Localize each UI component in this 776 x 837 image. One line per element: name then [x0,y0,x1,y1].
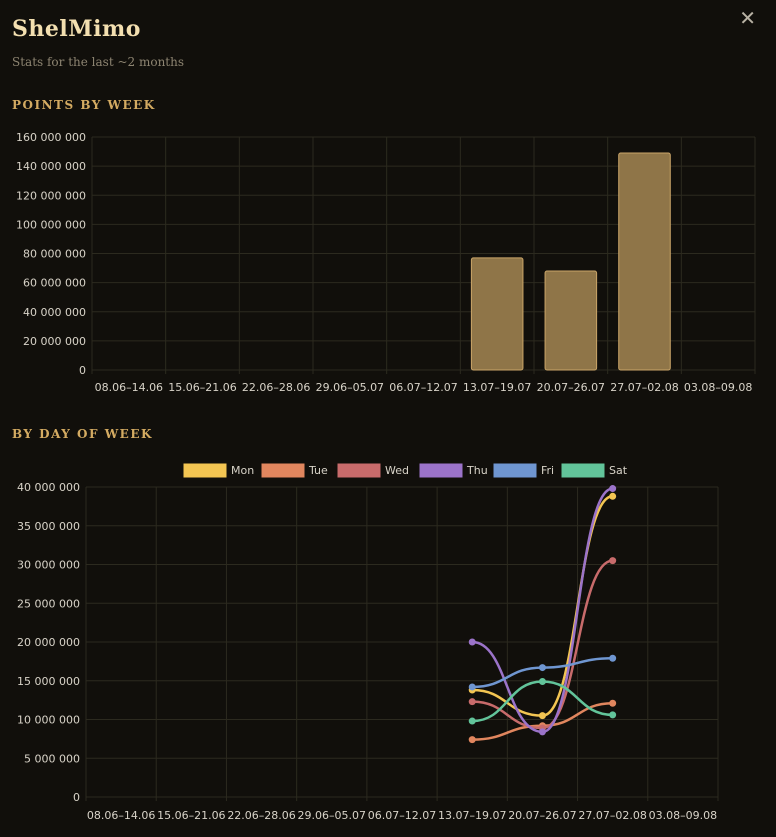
data-point [609,711,617,719]
x-tick-label: 06.07–12.07 [368,809,436,822]
data-point [468,698,476,706]
legend-label: Wed [385,464,409,477]
legend-swatch [561,463,605,478]
close-icon[interactable]: ✕ [739,6,756,30]
weekly-section-title: Points by week [12,98,156,112]
x-tick-label: 08.06–14.06 [95,381,163,394]
data-point [538,712,546,720]
x-tick-label: 29.06–05.07 [316,381,384,394]
bar [544,270,598,371]
x-tick-label: 15.06–21.06 [157,809,225,822]
y-tick-label: 40 000 000 [17,481,80,494]
series-line [472,559,613,730]
legend-swatch [493,463,537,478]
x-tick-label: 13.07–19.07 [438,809,506,822]
y-tick-label: 35 000 000 [17,520,80,533]
y-tick-label: 60 000 000 [23,277,86,290]
x-tick-label: 22.06–28.06 [227,809,295,822]
data-point [609,699,617,707]
data-point [538,728,546,736]
bar [618,152,671,371]
x-tick-label: 03.08–09.08 [649,809,717,822]
y-tick-label: 160 000 000 [16,131,86,144]
x-tick-label: 20.07–26.07 [537,381,605,394]
data-point [609,654,617,662]
y-tick-label: 140 000 000 [16,160,86,173]
data-point [609,492,617,500]
day-of-week-line-chart: 0 5 000 000 10 000 000 15 000 000 20 000 000… [17,463,719,822]
y-tick-label: 25 000 000 [17,597,80,610]
legend-label: Tue [308,464,328,477]
series-line [472,487,614,734]
data-point [468,683,476,691]
x-tick-label: 03.08–09.08 [684,381,752,394]
x-tick-label: 29.06–05.07 [298,809,366,822]
legend-swatch [419,463,463,478]
data-point [468,717,476,725]
weekly-bar-chart: 0 20 000 000 40 000 000 60 000 000 80 000 00… [16,131,756,394]
y-tick-label: 10 000 000 [17,714,80,727]
page-subtitle: Stats for the last ~2 months [12,55,185,69]
dow-section-title: By day of week [12,427,153,441]
x-tick-label: 22.06–28.06 [242,381,310,394]
legend-label: Fri [541,464,554,477]
bar [470,257,524,371]
legend-swatch [183,463,227,478]
legend-label: Mon [231,464,254,477]
y-tick-label: 80 000 000 [23,248,86,261]
data-point [609,485,617,493]
legend-label: Sat [609,464,628,477]
data-point [468,736,476,744]
y-tick-label: 20 000 000 [23,335,86,348]
y-tick-label: 100 000 000 [16,218,86,231]
x-tick-label: 08.06–14.06 [87,809,155,822]
y-tick-label: 0 [79,364,86,377]
x-tick-label: 15.06–21.06 [168,381,236,394]
y-tick-label: 5 000 000 [24,752,80,765]
data-point [538,678,546,686]
page-title: ShelMimo [12,16,141,42]
x-tick-label: 13.07–19.07 [463,381,531,394]
x-tick-label: 06.07–12.07 [389,381,457,394]
legend-label: Thu [466,464,488,477]
y-tick-label: 30 000 000 [17,559,80,572]
legend-swatch [261,463,305,478]
legend-swatch [337,463,381,478]
x-tick-label: 27.07–02.08 [578,809,646,822]
data-point [468,638,476,646]
y-tick-label: 20 000 000 [17,636,80,649]
y-tick-label: 0 [73,791,80,804]
data-point [609,557,617,565]
y-tick-label: 40 000 000 [23,306,86,319]
y-tick-label: 15 000 000 [17,675,80,688]
x-tick-label: 27.07–02.08 [610,381,678,394]
y-tick-label: 120 000 000 [16,189,86,202]
data-point [538,664,546,672]
x-tick-label: 20.07–26.07 [508,809,576,822]
